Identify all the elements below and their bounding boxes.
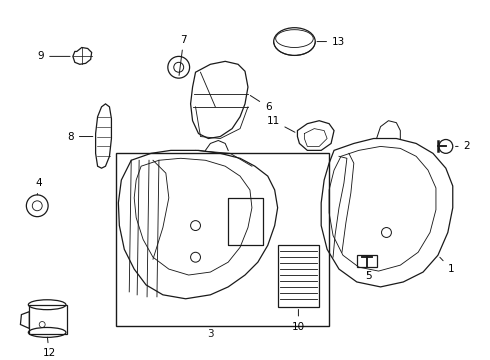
Text: 10: 10 [292,310,305,332]
Text: 6: 6 [250,95,271,112]
Text: 3: 3 [207,329,214,339]
Bar [228,198,263,246]
Text: 5: 5 [366,271,372,281]
Bar [278,246,319,307]
Text: 9: 9 [38,51,70,62]
Text: 8: 8 [67,131,93,141]
Text: 7: 7 [179,35,187,75]
Bar [117,153,329,327]
Text: 2: 2 [456,141,470,152]
Bar [29,305,67,334]
Text: 4: 4 [36,178,43,195]
Text: 11: 11 [267,116,295,132]
Bar [357,255,377,267]
Text: 1: 1 [440,257,454,274]
Text: 13: 13 [317,37,345,46]
Text: 12: 12 [43,337,56,358]
